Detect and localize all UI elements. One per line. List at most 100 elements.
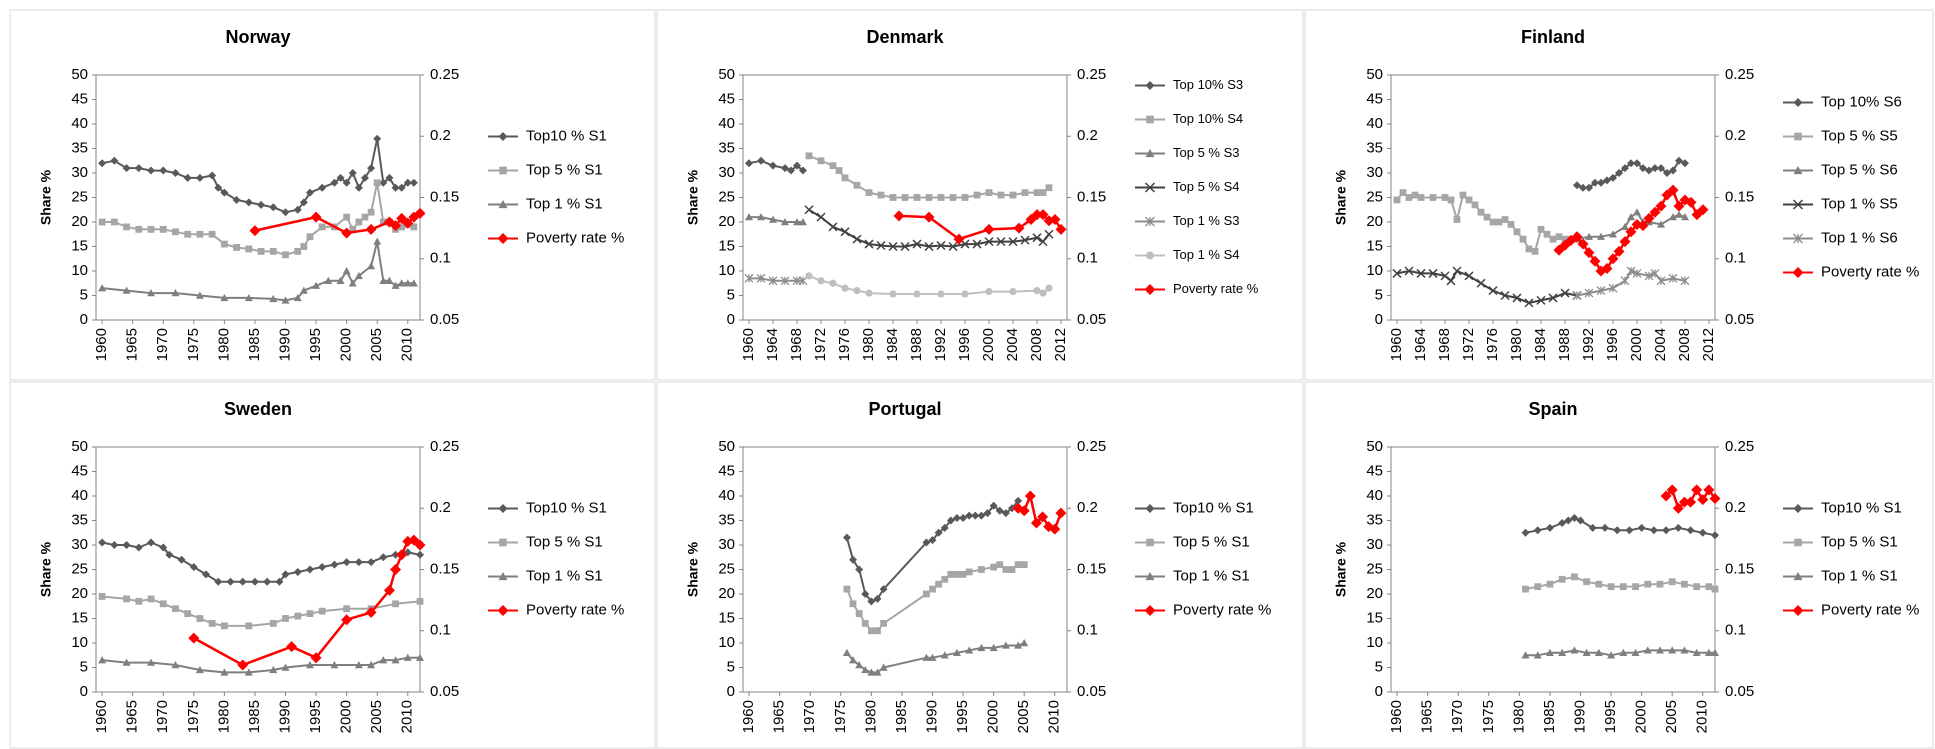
marker <box>122 286 131 294</box>
x-tick-label: 1984 <box>1532 328 1549 361</box>
legend-label: Top 10% S3 <box>1173 77 1243 92</box>
marker <box>1681 580 1688 588</box>
marker <box>409 279 418 287</box>
marker <box>391 183 400 192</box>
marker <box>1597 232 1605 240</box>
x-tick-label: 1990 <box>923 700 940 733</box>
marker <box>841 284 849 292</box>
x-tick-label: 1980 <box>1510 700 1527 733</box>
x-tick-label: 1985 <box>893 700 910 733</box>
marker <box>403 653 412 661</box>
x-tick-label: 1970 <box>154 328 171 361</box>
marker <box>390 220 402 232</box>
y-tick-label: 35 <box>1366 511 1383 528</box>
y-tick-label: 45 <box>1366 462 1383 479</box>
marker <box>147 289 156 297</box>
marker <box>852 234 862 244</box>
x-tick-label: 2005 <box>1663 700 1680 733</box>
marker <box>195 665 204 674</box>
marker <box>1145 149 1155 158</box>
marker <box>159 543 168 552</box>
marker <box>924 241 934 252</box>
marker <box>1663 169 1671 177</box>
marker <box>1681 213 1689 221</box>
marker <box>263 577 272 586</box>
y-tick-label: 10 <box>718 634 735 651</box>
marker <box>900 241 910 252</box>
marker <box>861 620 869 627</box>
y2-tick-label: 0.1 <box>1077 250 1098 267</box>
x-tick-label: 1960 <box>740 328 757 361</box>
marker <box>1704 648 1713 656</box>
series-line <box>808 208 1050 248</box>
x-tick-label: 2004 <box>1652 328 1669 361</box>
marker <box>1657 220 1665 228</box>
marker <box>336 173 345 182</box>
marker <box>416 653 424 661</box>
marker <box>98 218 106 226</box>
x-tick-label: 2000 <box>338 700 355 733</box>
marker <box>294 248 302 255</box>
y-tick-label: 30 <box>718 536 735 553</box>
x-tick-label: 1995 <box>307 328 324 361</box>
marker <box>214 577 223 586</box>
marker <box>226 577 235 586</box>
marker <box>195 291 204 299</box>
x-tick-label: 1988 <box>1556 328 1573 361</box>
marker <box>177 555 186 564</box>
y-tick-label: 45 <box>71 90 88 107</box>
marker <box>1570 646 1579 654</box>
marker <box>805 152 813 160</box>
marker <box>769 161 777 170</box>
x-tick-label: 2005 <box>1015 700 1032 733</box>
x-tick-label: 1980 <box>862 700 879 733</box>
legend-item: Top 5 % S3 <box>1135 145 1240 160</box>
marker <box>978 566 985 573</box>
marker <box>360 173 369 182</box>
marker <box>1534 583 1542 591</box>
marker <box>1002 566 1010 573</box>
marker <box>379 178 388 187</box>
marker <box>989 501 998 510</box>
marker <box>1464 271 1474 281</box>
marker <box>365 223 377 235</box>
marker <box>1626 266 1636 276</box>
marker <box>414 539 426 551</box>
marker <box>220 293 229 302</box>
y-tick-label: 45 <box>71 462 88 479</box>
marker <box>208 171 217 180</box>
marker <box>281 208 290 217</box>
y-tick-label: 35 <box>71 511 88 528</box>
marker <box>849 555 858 564</box>
y-tick-label: 0 <box>80 311 88 328</box>
y-tick-label: 50 <box>1366 66 1383 83</box>
marker <box>1625 226 1637 238</box>
y-tick-label: 50 <box>71 66 88 83</box>
marker <box>1645 166 1653 175</box>
x-tick-label: 1970 <box>154 700 171 733</box>
legend-item: Poverty rate % <box>1135 281 1259 296</box>
legend-label: Poverty rate % <box>526 229 624 246</box>
legend-label: Poverty rate % <box>1821 263 1919 280</box>
marker <box>922 538 931 547</box>
marker <box>1014 641 1023 649</box>
marker <box>196 615 204 622</box>
marker <box>135 225 143 233</box>
marker <box>1558 575 1566 583</box>
marker <box>310 652 322 664</box>
marker <box>293 293 302 302</box>
series-line <box>1396 191 1577 253</box>
marker <box>817 277 825 285</box>
marker <box>1471 201 1479 209</box>
x-tick-label: 1980 <box>215 328 232 361</box>
marker <box>995 506 1004 515</box>
marker <box>1525 245 1533 253</box>
y-tick-label: 5 <box>80 286 88 303</box>
marker <box>1488 286 1498 296</box>
marker <box>269 294 278 303</box>
y-tick-label: 25 <box>71 188 88 205</box>
legend-item: Top 1 % S1 <box>1783 567 1898 584</box>
marker <box>373 134 382 143</box>
marker <box>996 237 1006 247</box>
marker <box>373 237 382 245</box>
